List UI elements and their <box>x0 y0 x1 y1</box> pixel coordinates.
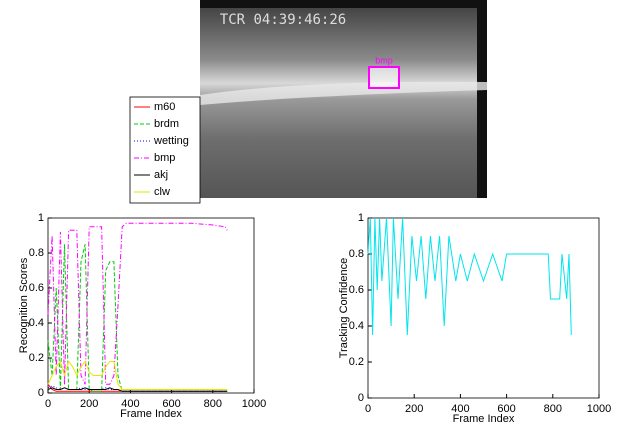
y-tick-label: 1 <box>358 212 364 224</box>
x-tick-label: 200 <box>80 398 98 410</box>
x-tick-label: 400 <box>451 403 469 415</box>
legend-label: akj <box>154 169 168 181</box>
legend-label: wetting <box>153 135 189 147</box>
y-axis-label: Recognition Scores <box>18 257 30 353</box>
legend-label: brdm <box>154 118 179 130</box>
y-tick-label: 0.6 <box>349 284 364 296</box>
y-tick-label: 0.8 <box>29 247 44 259</box>
timestamp: TCR 04:39:46:26 <box>220 12 346 28</box>
x-tick-label: 800 <box>204 398 222 410</box>
series-line <box>47 360 228 390</box>
y-tick-label: 0 <box>38 387 44 399</box>
x-tick-label: 1000 <box>242 398 266 410</box>
x-tick-label: 200 <box>405 403 423 415</box>
legend-box <box>129 96 201 204</box>
plot-area <box>367 217 600 399</box>
thermal-image: bmp TCR 04:39:46:26 <box>200 0 487 198</box>
x-tick-label: 800 <box>544 403 562 415</box>
x-tick-label: 600 <box>497 403 515 415</box>
y-tick-label: 0.2 <box>349 356 364 368</box>
x-axis-label: Frame Index <box>120 408 182 420</box>
series-line <box>367 217 572 336</box>
y-axis-label: Tracking Confidence <box>338 258 350 358</box>
x-axis-label: Frame Index <box>453 413 515 425</box>
y-tick-label: 0 <box>358 392 364 404</box>
y-tick-label: 0.8 <box>349 248 364 260</box>
legend-label: m60 <box>154 101 175 113</box>
x-tick-label: 600 <box>162 398 180 410</box>
y-tick-label: 0.4 <box>349 320 364 332</box>
legend-label: bmp <box>154 152 175 164</box>
series-line <box>47 222 228 385</box>
plot-area <box>47 217 255 394</box>
y-tick-label: 0.4 <box>29 317 44 329</box>
series-line <box>47 387 228 392</box>
y-tick-label: 0.2 <box>29 352 44 364</box>
x-tick-label: 400 <box>121 398 139 410</box>
box-label: bmp <box>375 55 393 65</box>
y-tick-label: 1 <box>38 212 44 224</box>
x-tick-label: 0 <box>365 403 371 415</box>
x-tick-label: 0 <box>45 398 51 410</box>
y-tick-label: 0.6 <box>29 282 44 294</box>
legend-label: clw <box>154 186 170 198</box>
x-tick-label: 1000 <box>587 403 611 415</box>
